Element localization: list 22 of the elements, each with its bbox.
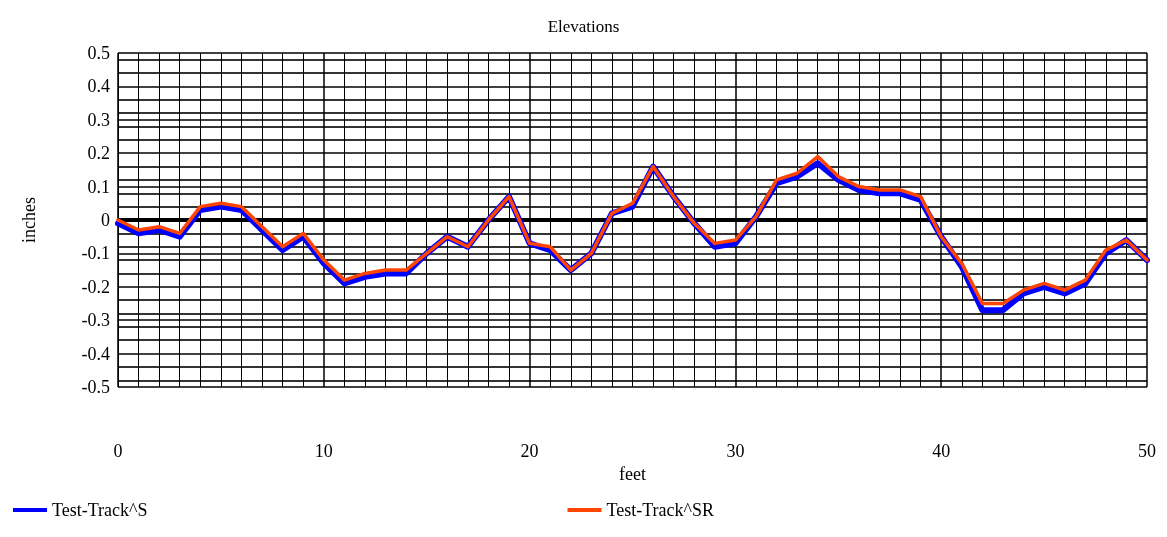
legend-label: Test-Track^SR (606, 500, 715, 520)
x-axis-title: feet (619, 463, 646, 484)
chart-title: Elevations (547, 17, 620, 36)
y-tick-label: 0.1 (87, 176, 110, 197)
y-tick-label: 0.3 (87, 109, 110, 130)
y-tick-label: -0.2 (81, 276, 110, 297)
x-tick-label: 10 (314, 441, 333, 461)
y-tick-label: -0.5 (81, 377, 110, 397)
y-tick-label: 0.2 (87, 143, 110, 164)
legend-label: Test-Track^S (52, 500, 148, 520)
y-tick-label: 0.4 (87, 76, 110, 97)
y-tick-label: -0.1 (81, 243, 110, 264)
y-tick-label: -0.4 (81, 343, 110, 364)
y-tick-label: -0.3 (81, 310, 110, 331)
y-tick-label: 0 (101, 210, 110, 230)
x-tick-label: 20 (520, 441, 539, 461)
x-tick-label: 50 (1138, 441, 1156, 461)
x-tick-label: 40 (932, 441, 951, 461)
y-axis-title: inches (19, 197, 39, 243)
x-tick-label: 30 (726, 441, 745, 461)
x-tick-label: 0 (113, 441, 123, 461)
y-tick-label: 0.5 (87, 43, 110, 63)
